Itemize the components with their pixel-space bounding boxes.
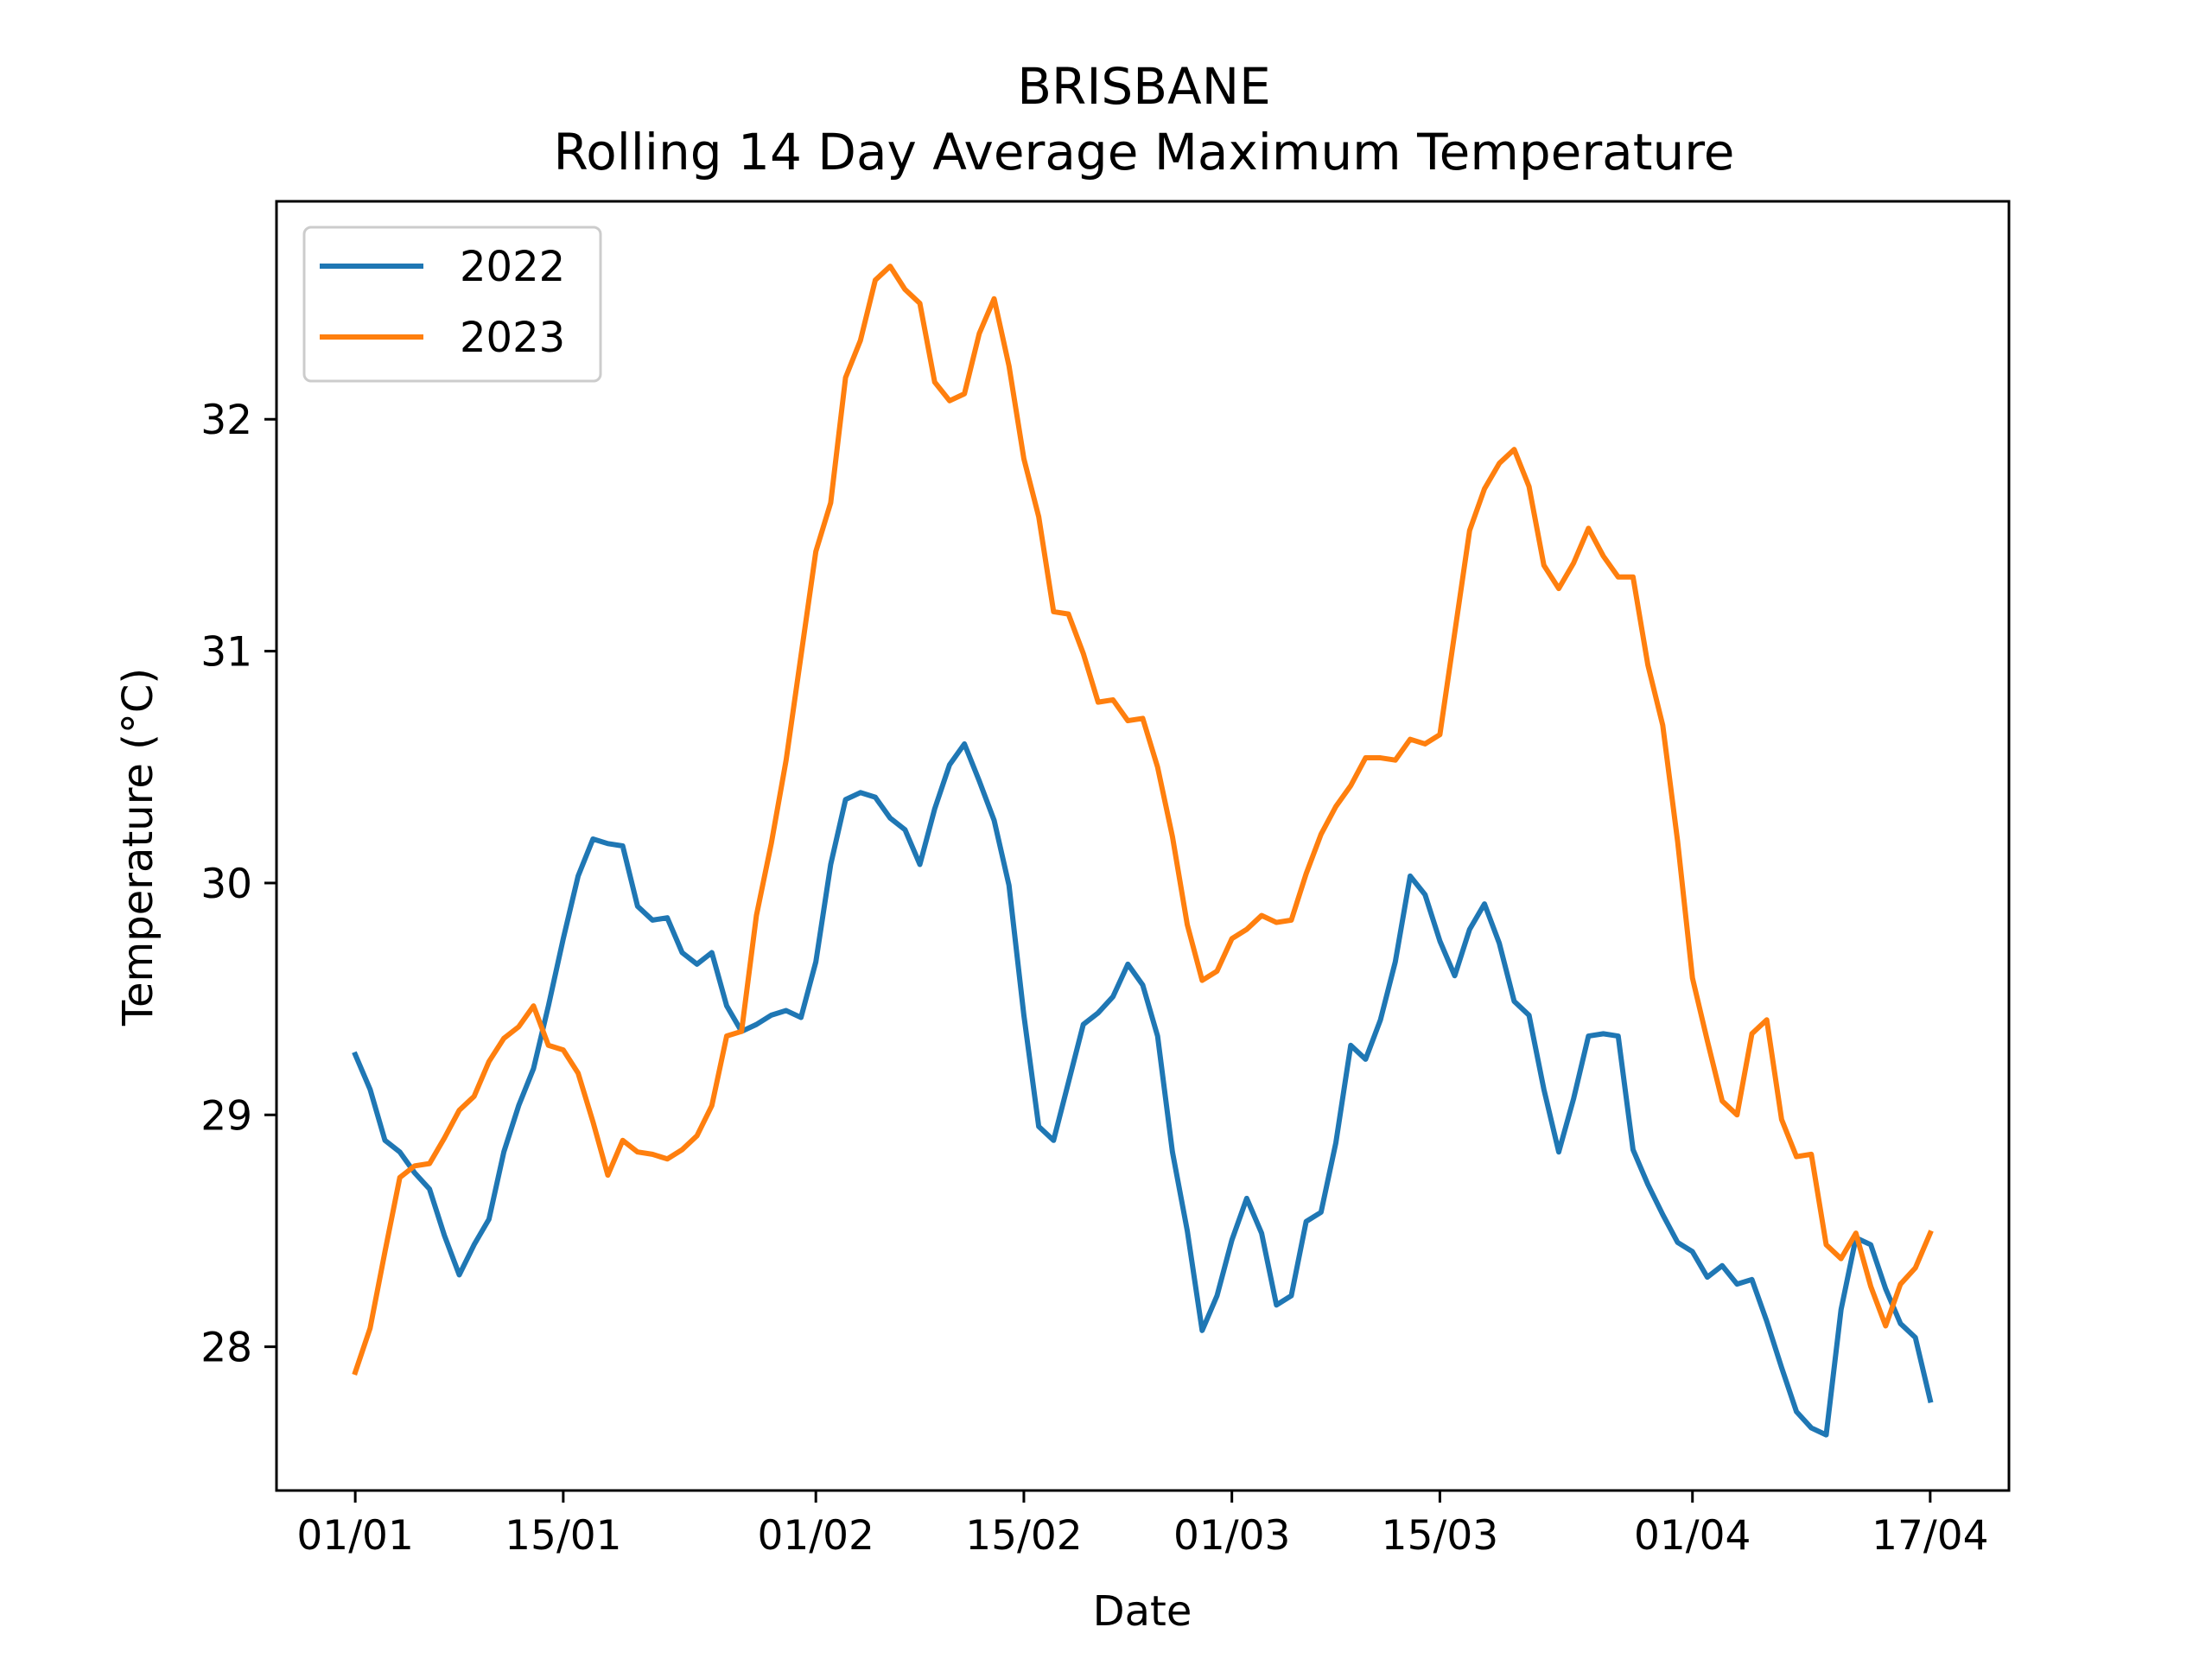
x-tick-label-5: 15/03 (1382, 1512, 1498, 1560)
y-axis-label: Temperature (°C) (114, 668, 162, 1027)
legend-label-2022: 2022 (460, 243, 565, 291)
y-tick-label-4: 32 (200, 397, 252, 444)
x-axis: 01/01 15/01 01/02 15/02 01/03 15/03 01/04 17/04 (296, 1491, 1989, 1560)
y-tick-label-2: 30 (200, 861, 252, 908)
chart-title: BRISBANE (1017, 57, 1271, 116)
x-tick-label-1: 15/01 (505, 1512, 621, 1560)
chart-legend: 2022 2023 (302, 226, 602, 383)
x-tick-label-4: 01/03 (1173, 1512, 1290, 1560)
x-tick-label-6: 01/04 (1634, 1512, 1751, 1560)
series-line-2022 (352, 741, 1934, 1438)
y-tick-label-0: 28 (200, 1325, 252, 1372)
x-axis-label: Date (1093, 1587, 1192, 1636)
chart-subtitle: Rolling 14 Day Average Maximum Temperatu… (554, 123, 1735, 181)
plot-area-frame (275, 200, 2011, 1492)
series-layer (352, 264, 1934, 1438)
y-tick-label-1: 29 (200, 1092, 252, 1140)
y-tick-label-3: 31 (200, 629, 252, 677)
x-tick-label-7: 17/04 (1872, 1512, 1988, 1560)
y-axis: 28 29 30 31 32 (200, 397, 276, 1372)
x-tick-label-3: 15/02 (965, 1512, 1082, 1560)
legend-label-2023: 2023 (460, 314, 565, 362)
x-tick-label-0: 01/01 (296, 1512, 413, 1560)
x-tick-label-2: 01/02 (757, 1512, 874, 1560)
series-line-2023 (352, 264, 1934, 1376)
